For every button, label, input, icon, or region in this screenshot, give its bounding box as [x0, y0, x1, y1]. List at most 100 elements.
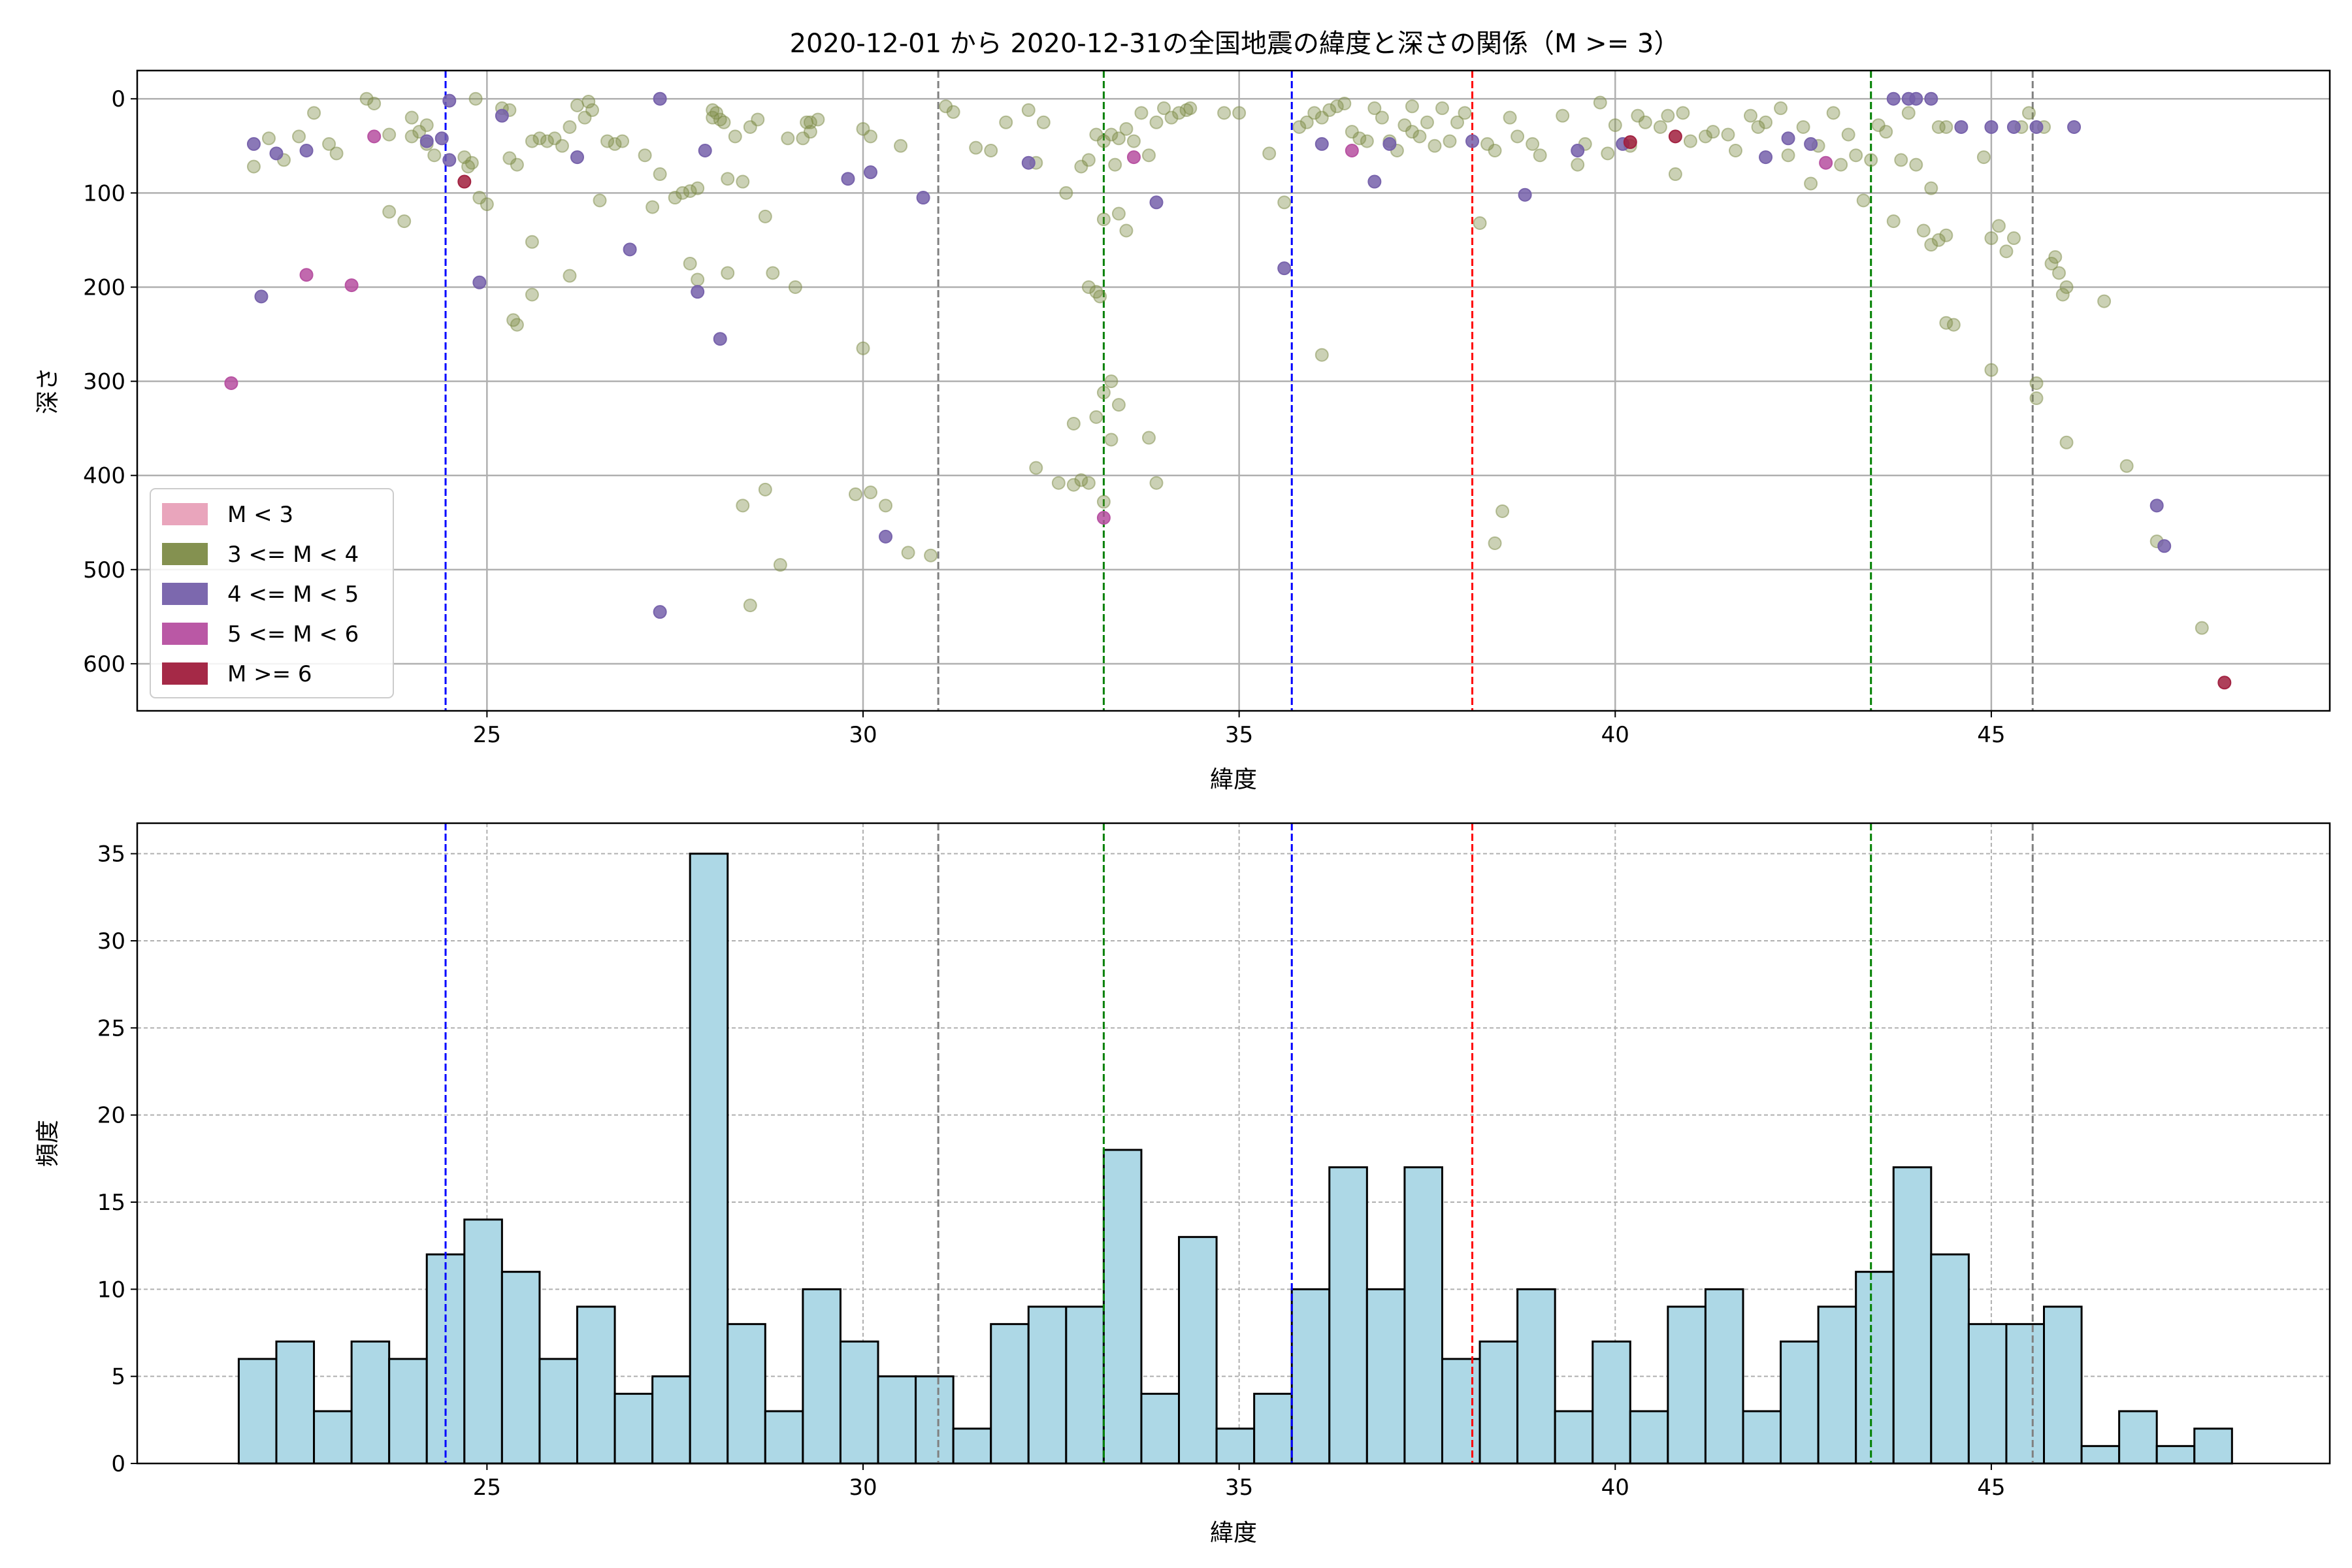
scatter-point: [563, 120, 577, 134]
scatter-point: [1074, 159, 1088, 174]
scatter-point: [1781, 148, 1795, 163]
scatter-point: [691, 272, 705, 287]
scatter-point: [1668, 167, 1682, 182]
scatter-point: [653, 605, 667, 619]
scatter-point: [540, 134, 554, 148]
scatter-legend-swatch: [162, 543, 208, 565]
scatter-point: [246, 137, 261, 151]
scatter-point: [924, 548, 938, 563]
scatter-point: [1059, 186, 1073, 200]
scatter-legend-box: [150, 488, 394, 698]
scatter-point: [1759, 150, 1773, 165]
scatter-point: [811, 112, 825, 127]
scatter-point: [2029, 120, 2044, 134]
figure-title: 2020-12-01 から 2020-12-31の全国地震の緯度と深さの関係（M…: [790, 29, 1680, 59]
scatter-point: [457, 174, 472, 189]
scatter-point: [1909, 157, 1923, 172]
histogram-bar: [802, 1288, 841, 1465]
scatter-point: [1556, 108, 1570, 123]
scatter-x-tick-label: 45: [1977, 722, 2005, 748]
scatter-point: [1608, 118, 1622, 133]
scatter-point: [743, 598, 757, 613]
scatter-point: [1021, 103, 1036, 118]
scatter-point: [1096, 212, 1111, 227]
scatter-point: [2217, 676, 2232, 690]
scatter-point: [1330, 99, 1344, 114]
scatter-point: [1886, 214, 1901, 229]
scatter-point: [1119, 223, 1134, 238]
scatter-point: [1104, 433, 1119, 447]
scatter-point: [1826, 106, 1840, 120]
scatter-point: [1924, 238, 1938, 252]
scatter-point: [419, 134, 434, 148]
scatter-point: [1533, 148, 1547, 163]
scatter-point: [1066, 416, 1081, 431]
scatter-point: [468, 91, 483, 106]
scatter-point: [525, 235, 539, 249]
histogram-bar: [1328, 1166, 1368, 1465]
scatter-x-label: 緯度: [1210, 766, 1257, 793]
scatter-point: [600, 134, 615, 148]
histogram-bar: [1930, 1253, 1970, 1465]
scatter-point: [1856, 193, 1870, 208]
scatter-legend-swatch: [162, 503, 208, 525]
scatter-point: [292, 129, 306, 144]
histogram-bar: [500, 1271, 541, 1465]
scatter-point: [2052, 266, 2066, 280]
scatter-point: [1450, 115, 1465, 129]
histogram-bar: [2080, 1445, 2121, 1465]
histogram-bar: [538, 1358, 579, 1465]
scatter-point: [698, 144, 712, 157]
scatter-point: [1886, 91, 1901, 106]
scatter-point: [894, 139, 908, 153]
scatter-point: [1315, 137, 1329, 151]
scatter-point: [1315, 348, 1329, 362]
scatter-point: [382, 204, 397, 219]
scatter-legend-swatch: [162, 623, 208, 645]
scatter-point: [803, 115, 817, 129]
scatter-point: [404, 110, 419, 125]
scatter-point: [269, 146, 284, 161]
scatter-y-ticks: 0 100 200 300 400 500 600: [83, 86, 137, 678]
scatter-point: [1939, 228, 1953, 242]
scatter-point: [1413, 129, 1427, 144]
scatter-point: [570, 98, 585, 112]
scatter-points: [224, 91, 2232, 690]
scatter-point: [645, 200, 660, 214]
histogram-bar: [1592, 1340, 1631, 1465]
scatter-point: [864, 165, 878, 180]
scatter-point: [1954, 120, 1968, 134]
scatter-point: [1081, 280, 1096, 294]
scatter-point: [2059, 435, 2074, 449]
scatter-point: [1405, 125, 1419, 139]
scatter-point: [706, 110, 720, 125]
histogram-bar: [1365, 1288, 1406, 1465]
scatter-point: [848, 487, 862, 502]
scatter-point: [1367, 101, 1382, 116]
histogram-bar: [915, 1375, 955, 1465]
histogram-panel: 25 30 35 40 45 0 5 10 15 20 25 30 35 緯度 頻度: [35, 822, 2331, 1546]
scatter-legend-label: M >= 6: [227, 661, 312, 687]
histogram-bar: [1027, 1305, 1068, 1465]
scatter-point: [322, 137, 336, 151]
scatter-point: [2157, 539, 2172, 553]
histogram-bar: [839, 1340, 879, 1465]
histogram-bar: [613, 1392, 654, 1465]
scatter-point: [721, 266, 735, 280]
scatter-point: [864, 129, 878, 144]
scatter-point: [461, 159, 476, 174]
scatter-point: [1984, 363, 1999, 377]
scatter-point: [1503, 110, 1517, 125]
scatter-point: [1999, 244, 2014, 259]
scatter-point: [563, 269, 577, 283]
histogram-x-ticks: 25 30 35 40 45: [473, 1463, 2006, 1501]
scatter-point: [2149, 498, 2164, 513]
scatter-legend-label: 3 <= M < 4: [227, 542, 359, 568]
scatter-point: [1571, 144, 1585, 157]
histogram-bar: [1554, 1410, 1594, 1465]
histogram-y-tick-label: 30: [97, 928, 125, 955]
scatter-point: [525, 134, 539, 148]
scatter-point: [901, 546, 915, 560]
scatter-point: [465, 155, 479, 170]
scatter-point: [1488, 144, 1502, 157]
